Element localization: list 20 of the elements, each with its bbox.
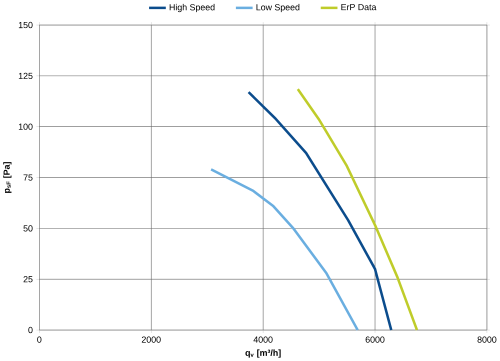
legend-label: High Speed	[170, 4, 214, 12]
y-tick-label: 100	[18, 124, 33, 130]
line-series	[296, 88, 418, 332]
y-tick-label: 25	[24, 276, 33, 282]
x-axis-title: q$_{v}$ [m³/h]	[245, 349, 281, 358]
x-tick-label: 0	[37, 336, 42, 343]
line-series	[247, 90, 393, 332]
y-tick-label: 75	[24, 174, 33, 181]
legend-label: ErP Data	[341, 4, 376, 10]
x-tick-label: 2000	[142, 336, 161, 343]
legend-label: Low Speed	[256, 4, 300, 12]
y-tick-label: 50	[23, 225, 33, 232]
y-tick-label: 0	[28, 326, 33, 334]
line-series	[210, 168, 359, 332]
x-tick-label: 6000	[366, 336, 384, 343]
y-tick-label: 125	[18, 72, 33, 80]
x-tick-label: 4000	[254, 336, 273, 343]
y-axis-title: p$_{sF}$ [Pa]	[3, 162, 12, 193]
y-tick-label: 150	[18, 22, 33, 28]
x-tick-label: 8000	[478, 336, 496, 343]
